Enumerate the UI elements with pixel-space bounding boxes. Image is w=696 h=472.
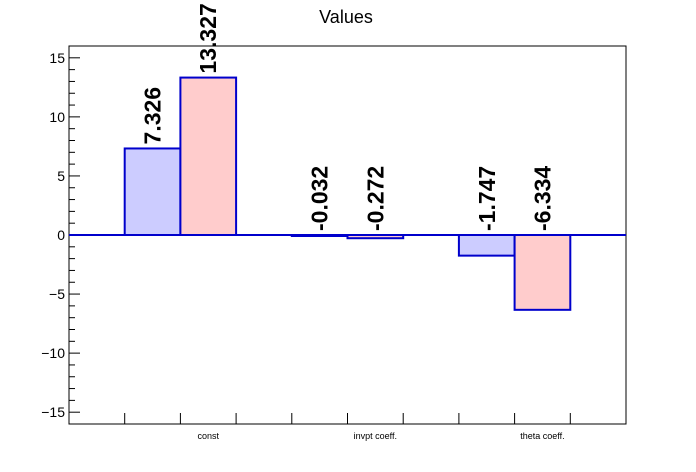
- y-tick-label: −5: [49, 286, 65, 302]
- y-tick-label: 10: [49, 109, 65, 125]
- value-label: -0.032: [307, 166, 333, 231]
- value-label: 7.326: [140, 87, 166, 145]
- x-axis: const invpt coeff. theta coeff.: [124, 413, 571, 441]
- chart-title: Values: [319, 7, 373, 27]
- y-tick-label: −10: [41, 345, 65, 361]
- bar: [179, 76, 238, 236]
- bar: [457, 234, 516, 257]
- value-label: -6.334: [529, 166, 555, 231]
- y-tick-label: −15: [41, 404, 65, 420]
- value-label: -0.272: [362, 166, 388, 231]
- value-label: 13.327: [195, 3, 221, 73]
- x-category-label: invpt coeff.: [354, 431, 397, 441]
- y-tick-label: 0: [57, 227, 65, 243]
- bar: [513, 234, 572, 311]
- x-category-label: const: [197, 431, 219, 441]
- bar: [123, 147, 182, 236]
- bars: [123, 76, 572, 311]
- y-tick-label: 15: [49, 50, 65, 66]
- y-tick-label: 5: [57, 168, 65, 184]
- value-labels: 7.326 -0.032 -1.747 13.327 -0.272 -6.334: [140, 3, 556, 231]
- value-label: -1.747: [474, 166, 500, 231]
- x-category-label: theta coeff.: [520, 431, 564, 441]
- y-axis: −15 −10 −5 0 5 10 15: [41, 50, 80, 420]
